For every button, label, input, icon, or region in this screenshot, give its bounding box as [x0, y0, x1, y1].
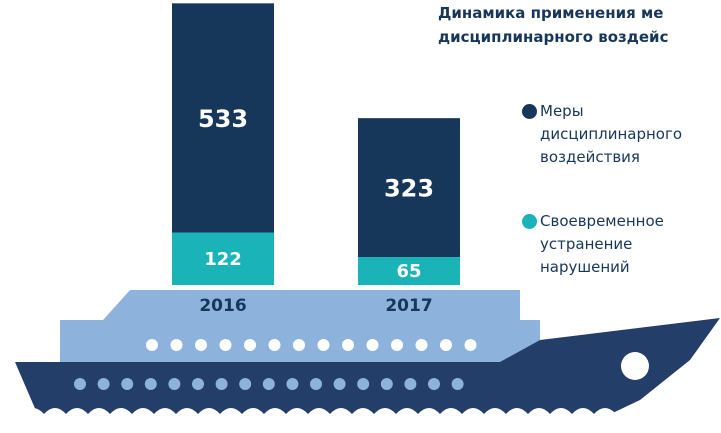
bar-segment [358, 257, 460, 285]
porthole [195, 339, 207, 351]
porthole [451, 378, 464, 390]
porthole [366, 339, 379, 351]
porthole [170, 339, 183, 351]
legend-swatch [522, 214, 537, 229]
porthole [268, 339, 281, 351]
porthole [380, 378, 393, 390]
x-tick-label: 2016 [199, 296, 247, 316]
porthole [144, 378, 157, 390]
porthole [404, 378, 417, 390]
legend-item: Меры дисциплинарного воздействия [522, 100, 710, 169]
porthole [342, 339, 354, 351]
portholes-lower [74, 378, 464, 390]
porthole [286, 378, 299, 390]
value-label: 533 [198, 105, 248, 133]
porthole [317, 339, 330, 351]
porthole [262, 378, 275, 390]
porthole [244, 339, 256, 351]
title-line: Динамика применения ме [438, 4, 664, 22]
porthole [415, 339, 428, 351]
porthole [215, 378, 228, 390]
value-label: 65 [396, 261, 421, 282]
porthole [121, 378, 134, 390]
bar-segment [358, 118, 460, 258]
porthole [239, 378, 252, 390]
porthole [219, 339, 232, 351]
porthole [146, 339, 158, 351]
porthole [293, 339, 305, 351]
upper-deck [103, 290, 520, 320]
bar-segment [172, 232, 274, 285]
bow-window [621, 352, 649, 380]
porthole [168, 378, 181, 390]
bar-segment [172, 3, 274, 233]
hull [15, 318, 720, 420]
porthole [310, 378, 322, 390]
porthole [440, 339, 452, 351]
porthole [464, 339, 477, 351]
title-line: дисциплинарного воздейс [438, 28, 669, 46]
porthole [357, 378, 370, 390]
porthole [428, 378, 440, 390]
legend-label: Меры дисциплинарного воздействия [540, 102, 683, 166]
porthole [74, 378, 86, 390]
porthole [333, 378, 346, 390]
x-tick-label: 2017 [385, 296, 433, 316]
legend-label: Своевременное устранение нарушений [540, 212, 664, 276]
legend-swatch [522, 104, 537, 119]
legend-item: Своевременное устранение нарушений [522, 210, 710, 279]
bars: 122 533 65 323 [172, 3, 460, 285]
value-label: 122 [204, 249, 242, 270]
portholes-upper [146, 339, 477, 351]
waves [0, 408, 721, 433]
porthole [97, 378, 110, 390]
porthole [391, 339, 403, 351]
value-label: 323 [384, 175, 434, 203]
porthole [192, 378, 204, 390]
